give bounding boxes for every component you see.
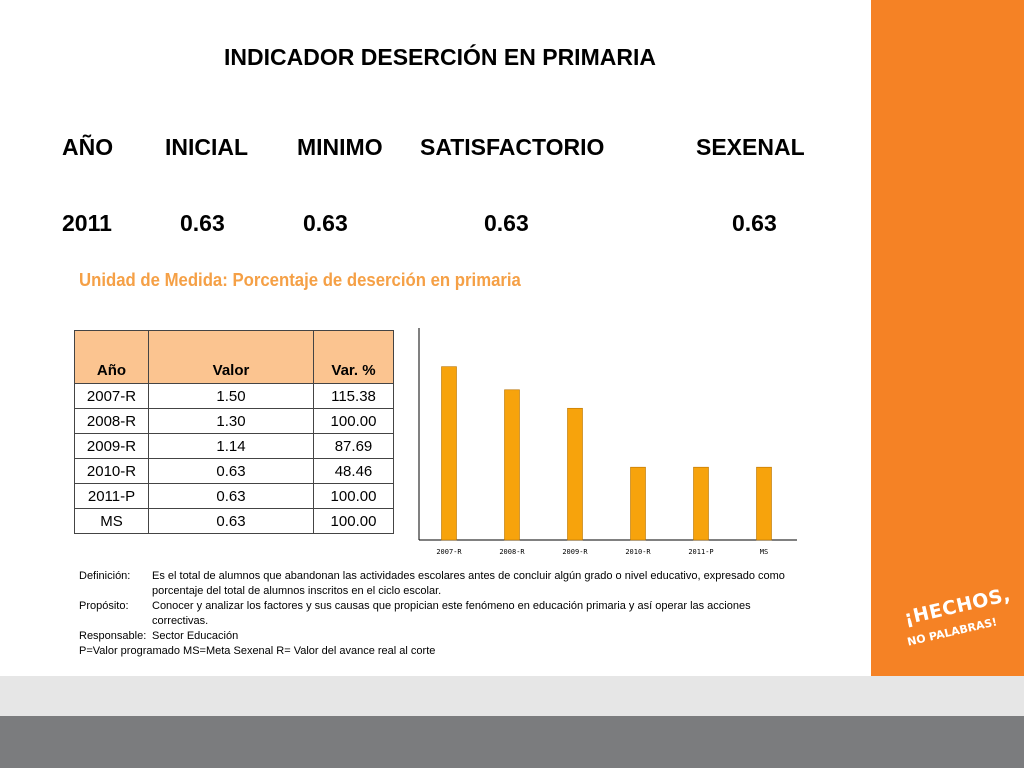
purpose-label: Propósito:: [79, 600, 129, 612]
orange-side-bar: [871, 0, 1024, 676]
bar-MS: [756, 466, 772, 541]
summary-value-satisfactorio: 0.63: [484, 210, 529, 236]
x-tick-label: 2009-R: [562, 548, 588, 556]
summary-header-ano: AÑO: [62, 134, 114, 160]
table-cell-valor: 0.63: [148, 483, 314, 509]
data-table: Año Valor Var. % 2007-R 1.50 115.38 2008…: [74, 330, 394, 534]
table-cell-ano: 2011-P: [74, 483, 149, 509]
table-row: 2008-R 1.30 100.00: [74, 408, 394, 434]
table-cell-var: 100.00: [313, 508, 394, 534]
table-cell-valor: 0.63: [148, 508, 314, 534]
table-cell-ano: 2008-R: [74, 408, 149, 434]
summary-header-inicial: INICIAL: [165, 134, 249, 160]
x-tick-label: MS: [760, 548, 768, 556]
x-tick-label: 2010-R: [625, 548, 651, 556]
x-tick-label: 2008-R: [499, 548, 525, 556]
table-cell-var: 100.00: [313, 483, 394, 509]
table-cell-ano: 2007-R: [74, 383, 149, 409]
bar-2009-R: [567, 407, 583, 541]
summary-value-sexenal: 0.63: [732, 210, 777, 236]
table-cell-valor: 1.30: [148, 408, 314, 434]
table-header-ano: Año: [74, 330, 149, 384]
unit-of-measure: Unidad de Medida: Porcentaje de deserció…: [79, 270, 521, 290]
purpose-row: Propósito: Conocer y analizar los factor…: [79, 599, 799, 629]
bar-2007-R: [441, 366, 457, 541]
bar-2010-R: [630, 466, 646, 541]
table-cell-var: 100.00: [313, 408, 394, 434]
bar-2008-R: [504, 389, 520, 541]
table-header-var: Var. %: [313, 330, 394, 384]
responsible-text: Sector Educación: [152, 630, 239, 642]
purpose-text: Conocer y analizar los factores y sus ca…: [152, 600, 751, 627]
summary-header-satisfactorio: SATISFACTORIO: [420, 134, 605, 160]
hechos-logo: ¡HECHOS, NO PALABRAS!: [900, 584, 1020, 660]
footer-band-light: [0, 676, 1024, 716]
x-tick-label: 2007-R: [436, 548, 462, 556]
definitions-block: Definición: Es el total de alumnos que a…: [79, 569, 799, 659]
abbreviation-legend: P=Valor programado MS=Meta Sexenal R= Va…: [79, 645, 436, 657]
table-cell-var: 87.69: [313, 433, 394, 459]
table-row: 2010-R 0.63 48.46: [74, 458, 394, 484]
x-tick-label: 2011-P: [688, 548, 713, 556]
table-row: 2009-R 1.14 87.69: [74, 433, 394, 459]
table-cell-ano: 2009-R: [74, 433, 149, 459]
table-header-row: Año Valor Var. %: [74, 330, 394, 384]
table-cell-valor: 1.14: [148, 433, 314, 459]
bar-chart: 2007-R 2008-R 2009-R 2010-R 2011-P MS: [418, 328, 797, 556]
table-cell-valor: 0.63: [148, 458, 314, 484]
definition-label: Definición:: [79, 570, 131, 582]
table-cell-var: 48.46: [313, 458, 394, 484]
responsible-label: Responsable:: [79, 630, 147, 642]
summary-value-ano: 2011: [62, 210, 112, 236]
table-row: 2007-R 1.50 115.38: [74, 383, 394, 409]
definition-row: Definición: Es el total de alumnos que a…: [79, 569, 799, 599]
table-row: 2011-P 0.63 100.00: [74, 483, 394, 509]
bar-2011-P: [693, 466, 709, 541]
table-cell-ano: MS: [74, 508, 149, 534]
summary-value-minimo: 0.63: [303, 210, 348, 236]
summary-value-inicial: 0.63: [180, 210, 225, 236]
table-row: MS 0.63 100.00: [74, 508, 394, 534]
summary-header-sexenal: SEXENAL: [696, 134, 805, 160]
table-header-valor: Valor: [148, 330, 314, 384]
slide-title: INDICADOR DESERCIÓN EN PRIMARIA: [224, 44, 656, 70]
table-cell-var: 115.38: [313, 383, 394, 409]
table-cell-ano: 2010-R: [74, 458, 149, 484]
summary-header-minimo: MINIMO: [297, 134, 383, 160]
definition-text: Es el total de alumnos que abandonan las…: [152, 570, 785, 597]
table-cell-valor: 1.50: [148, 383, 314, 409]
responsible-row: Responsable: Sector Educación: [79, 629, 799, 644]
footer-band-dark: [0, 716, 1024, 768]
